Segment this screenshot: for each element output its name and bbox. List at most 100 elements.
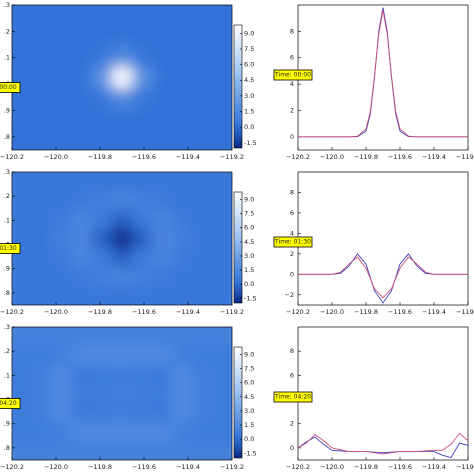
heatmap-cell [92,286,113,305]
plot-frame [297,171,469,306]
heatmap-cell [112,172,133,192]
heatmap-cell [212,403,232,423]
heatmap [12,327,232,460]
y-tick-label: .3 [4,323,10,331]
colorbar-tick-label: 4.5 [244,393,254,401]
colorbar-tick-label: -1.5 [244,449,257,457]
heatmap-cell [112,5,133,27]
x-tick-label: −119.4 [176,308,200,316]
heatmap-cell [212,5,232,27]
heatmap [12,172,232,305]
heatmap-cell [172,422,193,442]
heatmap-cell [132,46,153,69]
heatmap-cell [152,422,173,442]
heatmap-cell [172,365,193,385]
heatmap-cell [192,129,213,150]
heatmap-cell [172,346,193,366]
y-tick-label: .3 [4,168,10,176]
heatmap-cell [172,172,193,192]
heatmap-cell [172,267,193,287]
heatmap-cell [32,129,53,150]
y-tick-label: .1 [4,371,10,379]
heatmap-cell [132,25,153,48]
x-tick-label: −120.0 [44,308,68,316]
heatmap-cell [192,191,213,211]
x-tick-label: −120.2 [286,308,310,316]
y-tick-label: −2 [284,291,294,299]
heatmap-cell [112,87,133,110]
heatmap-cell [32,403,53,423]
heatmap-cell [212,87,232,110]
heatmap-cell [72,248,93,268]
time-box [273,236,313,248]
x-tick-label: −119.4 [176,463,200,471]
heatmap-cell [132,267,153,287]
heatmap-cell [152,67,173,89]
y-tick-label: 2 [290,250,294,258]
y-tick-label: .9 [4,265,10,273]
heatmap-cell [212,441,232,460]
heatmap-cell [52,108,73,131]
heatmap-cell [92,384,113,404]
heatmap-cell [12,365,33,385]
heatmap-cell [172,67,193,89]
heatmap-cell [92,5,113,27]
heatmap-cell [132,5,153,27]
colorbar-tick-label: 3.0 [244,407,254,415]
heatmap-cell [152,210,173,230]
heatmap-cell [52,25,73,48]
heatmap-cell [192,229,213,249]
heatmap-cell [112,191,133,211]
heatmap-cell [212,129,232,150]
heatmap-cell [72,191,93,211]
heatmap-cell [52,210,73,230]
heatmap-cell [112,25,133,48]
heatmap-cell [132,87,153,110]
heatmap-cell [132,346,153,366]
heatmap-cell [172,210,193,230]
colorbar-tick-label: 3.0 [244,92,254,100]
heatmap-cell [132,286,153,305]
heatmap-cell [32,172,53,192]
heatmap-cell [212,422,232,442]
x-tick-label: −119.8 [88,463,112,471]
heatmap-cell [52,229,73,249]
heatmap-cell [192,441,213,460]
colorbar-tick-label: -1.5 [244,294,257,302]
heatmap-cell [192,248,213,268]
heatmap-cell [172,25,193,48]
time-label: Time: 04:20 [274,394,311,401]
heatmap-cell [52,327,73,347]
heatmap-cell [92,46,113,69]
heatmap-cell [112,384,133,404]
series-line [297,432,469,455]
heatmap-cell [212,327,232,347]
time-box [273,391,313,403]
heatmap-cell [12,172,33,192]
heatmap-cell [192,267,213,287]
x-tick-label: −119.4 [176,153,200,161]
colorbar-tick-label: 0.0 [244,435,254,443]
time-label: Time: 00:00 [274,72,311,79]
heatmap-cell [52,286,73,305]
heatmap-cell [12,5,33,27]
heatmap-cell [172,441,193,460]
plot-frame [297,4,469,151]
series-line [298,253,468,304]
colorbar-tick-label: 0.0 [244,280,254,288]
colorbar-tick-label: 7.5 [244,365,254,373]
x-tick-label: −119.8 [88,308,112,316]
heatmap-cell [72,267,93,287]
heatmap-cell [112,346,133,366]
heatmap-cell [192,67,213,89]
heatmap-cell [172,87,193,110]
series-line [298,256,468,299]
time-box [273,69,313,81]
heatmap-cell [112,441,133,460]
heatmap-cell [52,67,73,89]
heatmap-cell [92,422,113,442]
heatmap-cell [52,248,73,268]
heatmap-cell [152,229,173,249]
heatmap-cell [72,129,93,150]
